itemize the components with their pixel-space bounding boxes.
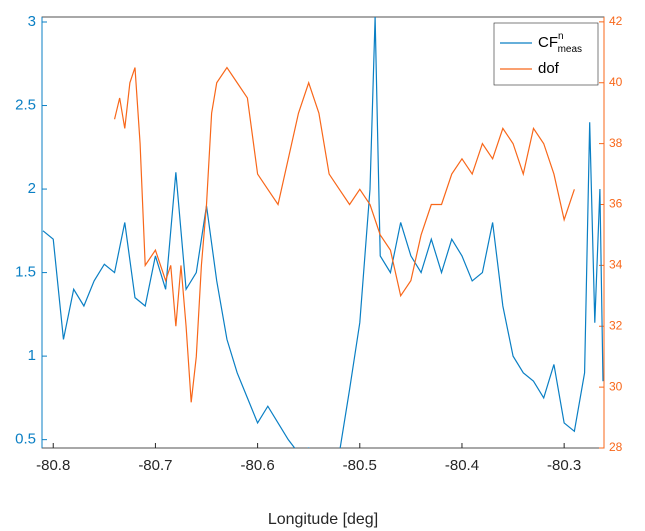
x-tick-label: -80.7 xyxy=(138,457,172,474)
plot-box xyxy=(41,16,605,449)
legend-name: CF xyxy=(538,34,558,51)
legend-sup: n xyxy=(558,31,564,42)
y2-tick-label: 42 xyxy=(609,14,623,28)
y2-tick-label: 28 xyxy=(609,440,623,454)
y-tick-label: 1.5 xyxy=(15,264,36,281)
y2-tick-label: 38 xyxy=(609,136,623,150)
y-tick-label: 2 xyxy=(28,180,36,197)
y-tick-label: 2.5 xyxy=(15,97,36,114)
y-tick-label: 0.5 xyxy=(15,431,36,448)
x-tick-label: -80.8 xyxy=(36,457,70,474)
legend-label: dof xyxy=(538,60,560,77)
legend-label: CFn meas xyxy=(538,31,582,55)
legend-name: dof xyxy=(538,60,560,77)
y2-tick-label: 30 xyxy=(609,379,623,393)
plot-area xyxy=(42,17,604,448)
x-tick-label: -80.6 xyxy=(241,457,275,474)
legend-box xyxy=(493,22,599,86)
y2-tick-label: 40 xyxy=(609,75,623,89)
data-line xyxy=(42,17,604,448)
x-tick-label: -80.3 xyxy=(547,457,581,474)
y-tick-label: 1 xyxy=(28,347,36,364)
y2-tick-label: 34 xyxy=(609,258,623,272)
x-axis-label: Longitude [deg] xyxy=(268,511,378,528)
y2-tick-label: 32 xyxy=(609,318,623,332)
data-line xyxy=(113,66,575,403)
y-tick-label: 3 xyxy=(28,13,36,30)
y2-tick-label: 36 xyxy=(609,197,623,211)
x-tick-label: -80.4 xyxy=(445,457,479,474)
x-tick-label: -80.5 xyxy=(343,457,377,474)
legend-sub: meas xyxy=(558,44,582,55)
